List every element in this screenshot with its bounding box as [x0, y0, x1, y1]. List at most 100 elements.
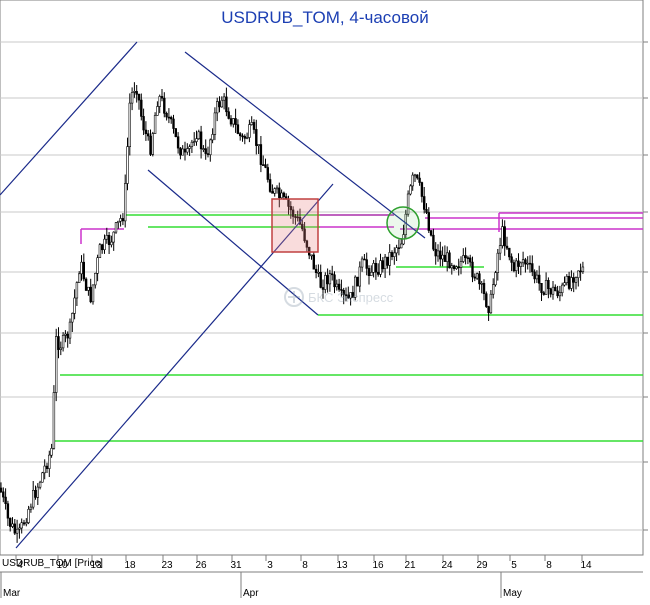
- candle-body: [206, 153, 210, 155]
- candle-body: [36, 486, 40, 498]
- candle-body: [0, 487, 3, 493]
- trend-line: [184, 51, 426, 239]
- x-tick-label: 31: [230, 560, 242, 571]
- candle-body: [20, 522, 23, 529]
- candle-body: [11, 523, 14, 527]
- candle-body: [485, 293, 488, 307]
- candle-body: [202, 148, 205, 150]
- trend-line: [15, 183, 334, 549]
- highlight-circle: [386, 206, 420, 240]
- candle-body: [22, 522, 26, 525]
- x-tick-label: 18: [124, 560, 136, 571]
- candle-body: [96, 257, 99, 274]
- candle-body: [71, 313, 74, 323]
- candle-body: [156, 106, 159, 116]
- candle-body: [450, 265, 453, 269]
- trend-line: [147, 169, 319, 316]
- candle-body: [266, 167, 269, 180]
- candle-body: [535, 274, 539, 280]
- candle-body: [567, 275, 571, 289]
- candle-body: [409, 185, 412, 195]
- candle-body: [199, 131, 203, 150]
- candle-body: [197, 131, 200, 140]
- candle-body: [64, 333, 67, 336]
- candle-body: [330, 273, 334, 276]
- candle-body: [18, 527, 21, 530]
- candle-body: [565, 275, 569, 283]
- candle-body: [310, 254, 313, 257]
- candle-body: [528, 262, 532, 265]
- candle-body: [165, 113, 168, 118]
- candle-body: [128, 102, 131, 147]
- x-tick-label: 10: [56, 560, 68, 571]
- candle-body: [248, 124, 251, 138]
- candle-body: [406, 193, 410, 215]
- candle-body: [48, 454, 51, 469]
- candle-body: [321, 287, 325, 290]
- candle-body: [540, 282, 543, 293]
- candle-body: [549, 288, 552, 295]
- candle-body: [411, 174, 414, 187]
- candle-body: [142, 116, 145, 131]
- candle-body: [2, 491, 5, 498]
- candle-body: [112, 231, 115, 243]
- candle-body: [117, 220, 120, 223]
- candle-body: [25, 522, 28, 525]
- candle-body: [271, 191, 274, 194]
- candle-body: [57, 336, 60, 350]
- candle-body: [473, 276, 476, 279]
- candles: [0, 82, 585, 543]
- candle-body: [328, 273, 332, 285]
- candle-body: [80, 261, 83, 275]
- candle-body: [107, 235, 111, 246]
- candle-body: [374, 262, 378, 273]
- candle-body: [547, 279, 550, 289]
- candle-body: [294, 216, 297, 218]
- candle-body: [526, 262, 529, 265]
- candle-body: [372, 262, 375, 273]
- candle-body: [455, 266, 458, 269]
- candle-body: [395, 247, 398, 254]
- candle-body: [365, 259, 368, 269]
- candle-body: [29, 506, 33, 510]
- candle-body: [130, 92, 134, 104]
- candle-body: [27, 508, 30, 523]
- candle-body: [333, 274, 336, 288]
- candle-body: [519, 262, 523, 267]
- series-label: USDRUB_TOM [Price]: [2, 558, 103, 569]
- candle-body: [317, 271, 320, 274]
- candle-body: [91, 284, 95, 303]
- candle-body: [480, 282, 483, 285]
- candle-body: [73, 297, 76, 314]
- candle-body: [471, 261, 474, 278]
- candle-body: [503, 226, 506, 247]
- candle-body: [353, 276, 357, 298]
- candle-body: [533, 271, 536, 280]
- candle-body: [225, 96, 228, 113]
- candle-body: [213, 112, 217, 135]
- candle-body: [342, 289, 345, 295]
- candle-body: [101, 244, 104, 251]
- candle-body: [512, 262, 516, 272]
- candle-body: [163, 97, 166, 114]
- candle-body: [312, 254, 315, 270]
- candle-body: [340, 289, 343, 291]
- candle-body: [114, 222, 118, 233]
- x-tick-label: 14: [580, 560, 592, 571]
- candle-body: [379, 260, 382, 275]
- gridlines: [0, 41, 643, 531]
- x-tick-label: 4: [17, 560, 23, 571]
- candle-body: [531, 263, 534, 273]
- candle-body: [121, 218, 125, 222]
- candle-body: [459, 261, 463, 268]
- trend-line: [0, 41, 138, 196]
- candle-body: [105, 235, 109, 240]
- candle-body: [370, 271, 373, 276]
- candle-body: [305, 240, 309, 248]
- candle-body: [239, 133, 242, 137]
- candle-body: [174, 128, 177, 137]
- candle-body: [204, 148, 207, 154]
- horizontal-levels: [55, 212, 643, 442]
- candle-body: [4, 496, 7, 505]
